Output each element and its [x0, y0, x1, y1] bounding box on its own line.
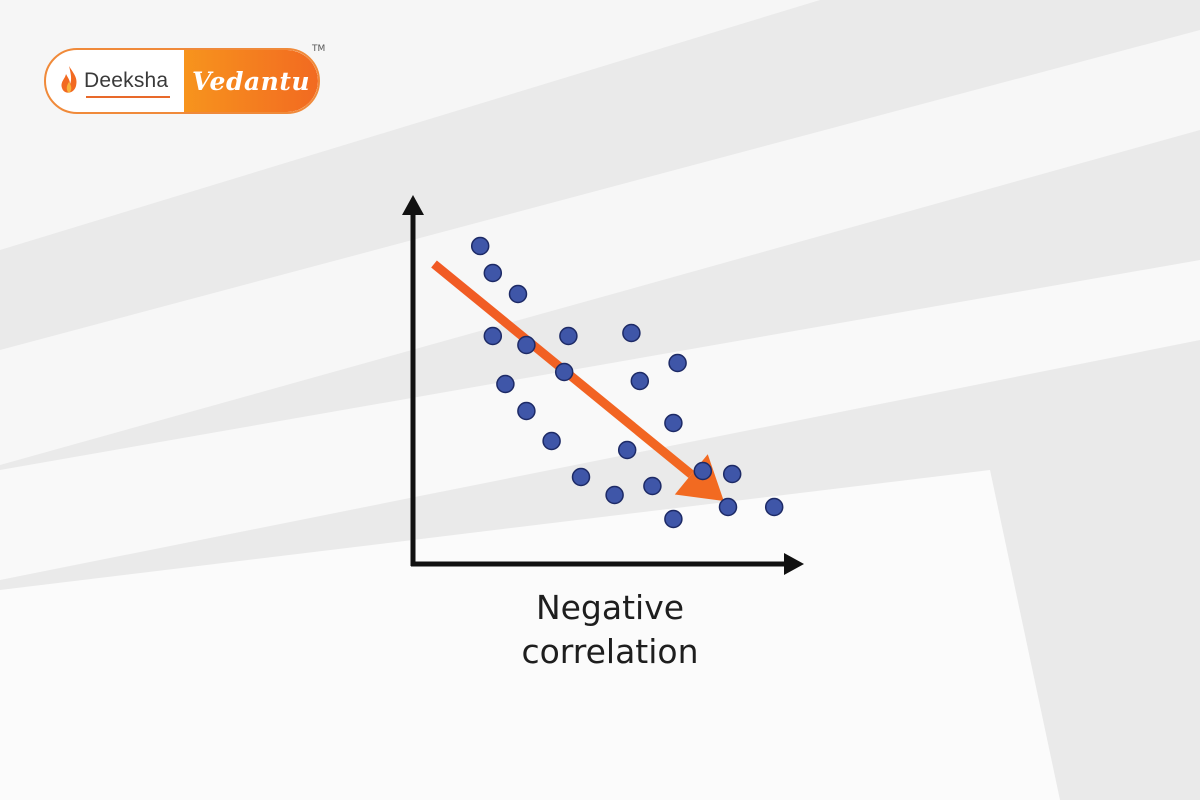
chart-axes	[402, 195, 804, 575]
data-point	[764, 497, 784, 517]
data-point	[517, 335, 536, 355]
data-point	[483, 263, 503, 283]
data-point	[571, 467, 591, 487]
trademark-mark: TM	[312, 44, 326, 54]
data-point	[643, 476, 662, 496]
x-axis-arrow-icon	[784, 553, 804, 575]
chart-caption: Negative correlation	[410, 586, 810, 674]
deeksha-wordmark: Deeksha	[84, 69, 169, 92]
data-point	[693, 461, 713, 481]
y-axis-arrow-icon	[402, 195, 424, 215]
data-point	[664, 413, 683, 433]
caption-line-2: correlation	[521, 632, 699, 671]
data-point	[559, 326, 578, 346]
data-point	[664, 509, 683, 529]
data-point	[668, 353, 687, 373]
data-point	[470, 236, 490, 256]
data-point	[605, 485, 624, 505]
data-point	[622, 323, 641, 343]
deeksha-underline	[86, 96, 170, 98]
data-point	[542, 431, 561, 451]
points-layer	[470, 236, 784, 529]
deeksha-brand: Deeksha	[46, 50, 184, 112]
vedantu-brand: Vedantu	[184, 50, 318, 112]
data-point	[508, 284, 528, 304]
data-point	[630, 371, 650, 391]
brand-logo: Deeksha Vedantu	[44, 48, 320, 114]
vedantu-wordmark: Vedantu	[191, 66, 311, 96]
data-point	[718, 497, 738, 517]
caption-line-1: Negative	[535, 588, 685, 627]
data-point	[722, 464, 742, 484]
flame-icon	[61, 66, 77, 93]
data-point	[517, 401, 536, 421]
data-point	[617, 440, 637, 460]
data-point	[554, 362, 574, 382]
data-point	[496, 374, 515, 394]
trend-layer	[431, 260, 724, 501]
data-point	[483, 326, 503, 346]
